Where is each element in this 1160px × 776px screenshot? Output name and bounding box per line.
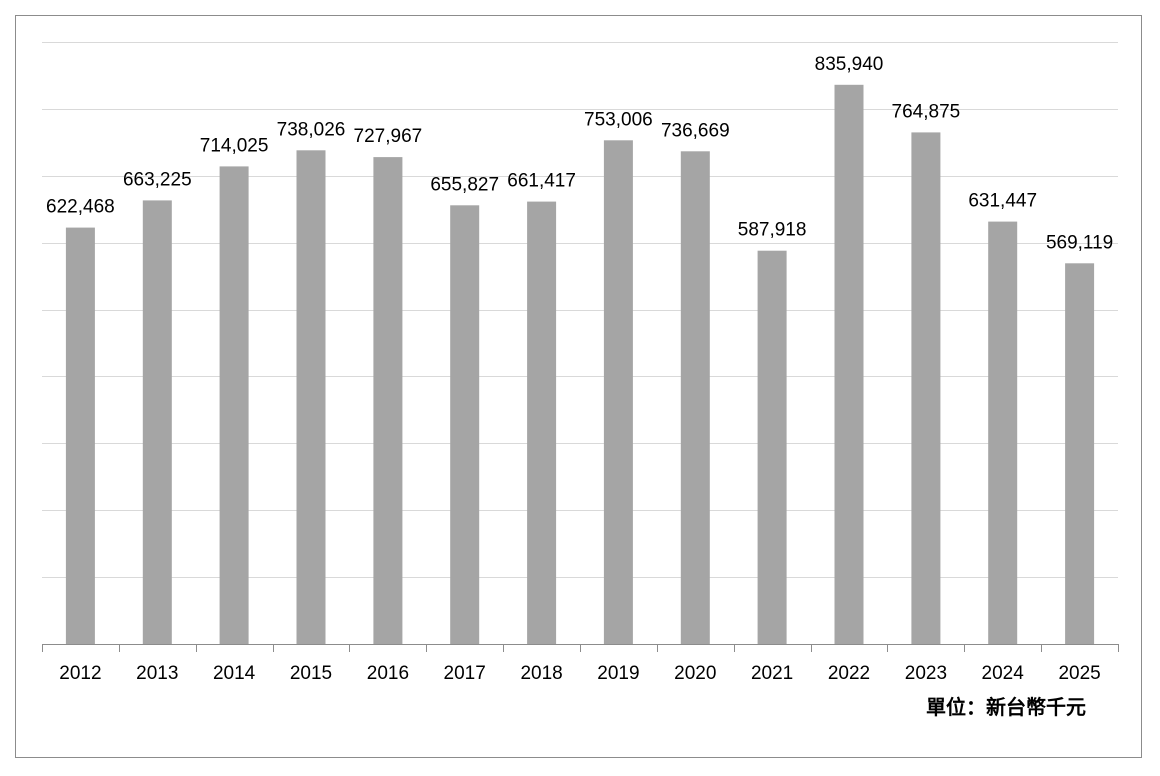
bar-2013 — [142, 200, 172, 644]
data-label-2015: 738,026 — [277, 119, 346, 140]
data-label-2021: 587,918 — [738, 220, 807, 241]
data-label-2024: 631,447 — [968, 191, 1037, 212]
data-label-2019: 753,006 — [584, 109, 653, 130]
x-axis — [42, 644, 1119, 652]
data-label-2022: 835,940 — [815, 54, 884, 75]
x-tick-label-2020: 2020 — [674, 663, 716, 684]
x-tick-label-2023: 2023 — [905, 663, 947, 684]
x-tick-labels: 2012 2013 2014 2015 2016 2017 2018 2019 2020 2021… — [59, 663, 1100, 684]
bar-2019 — [603, 140, 633, 645]
bar-2022 — [834, 84, 864, 645]
bar-2020 — [680, 151, 710, 645]
bar-2025 — [1065, 263, 1095, 644]
chart-frame: 622,468 663,225 714,025 738,026 727,967 655,8… — [15, 15, 1142, 758]
data-label-2020: 736,669 — [661, 120, 730, 141]
unit-label: 單位：新台幣千元 — [926, 695, 1086, 719]
x-tick-label-2018: 2018 — [520, 663, 562, 684]
x-tick-label-2019: 2019 — [597, 663, 639, 684]
bar-2017 — [450, 205, 480, 645]
data-label-2014: 714,025 — [200, 135, 269, 156]
data-label-2018: 661,417 — [507, 171, 576, 192]
data-label-2013: 663,225 — [123, 169, 192, 190]
x-tick-label-2016: 2016 — [367, 663, 409, 684]
bar-2023 — [911, 132, 941, 644]
bar-2014 — [219, 166, 249, 644]
bars — [65, 84, 1095, 645]
data-label-2016: 727,967 — [354, 126, 423, 147]
data-label-2012: 622,468 — [46, 197, 115, 218]
data-label-2023: 764,875 — [892, 101, 961, 122]
bar-2021 — [757, 250, 787, 644]
data-labels: 622,468 663,225 714,025 738,026 727,967 655,8… — [46, 54, 1113, 254]
bar-2018 — [527, 201, 557, 644]
x-tick-label-2025: 2025 — [1058, 663, 1100, 684]
bar-2024 — [988, 221, 1018, 644]
data-label-2017: 655,827 — [430, 174, 499, 195]
x-tick-label-2022: 2022 — [828, 663, 870, 684]
x-tick-label-2014: 2014 — [213, 663, 256, 684]
x-tick-label-2013: 2013 — [136, 663, 178, 684]
bar-chart: 622,468 663,225 714,025 738,026 727,967 655,8… — [42, 42, 1119, 719]
bar-2012 — [65, 227, 95, 644]
data-label-2025: 569,119 — [1046, 232, 1113, 253]
bar-2015 — [296, 150, 326, 645]
x-tick-label-2017: 2017 — [444, 663, 486, 684]
x-tick-label-2021: 2021 — [751, 663, 793, 684]
gridlines — [42, 42, 1118, 578]
x-tick-label-2012: 2012 — [59, 663, 101, 684]
x-tick-label-2024: 2024 — [982, 663, 1025, 684]
bar-2016 — [373, 157, 403, 644]
x-tick-label-2015: 2015 — [290, 663, 332, 684]
